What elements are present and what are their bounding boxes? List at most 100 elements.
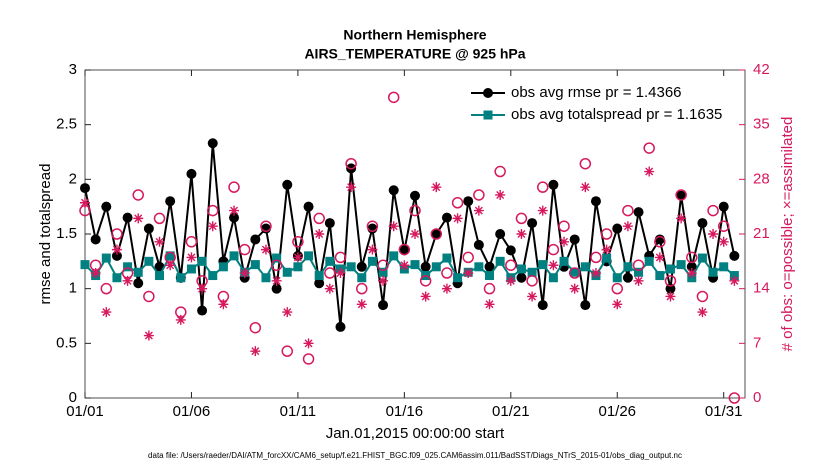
marker [208, 271, 218, 281]
marker [634, 267, 644, 277]
marker [527, 291, 538, 302]
marker [515, 212, 528, 225]
marker [580, 182, 591, 193]
marker [580, 300, 591, 311]
marker [356, 282, 368, 295]
y-tick-label: 1 [69, 280, 77, 297]
marker [665, 264, 675, 274]
marker [644, 256, 654, 266]
marker [473, 189, 485, 201]
marker [664, 275, 677, 287]
marker [90, 234, 101, 245]
marker [387, 91, 400, 104]
marker [356, 299, 367, 310]
marker [548, 179, 559, 190]
marker [378, 300, 389, 311]
marker [313, 212, 325, 225]
marker [473, 205, 484, 216]
marker [516, 264, 526, 274]
marker [495, 229, 506, 239]
y-tick-label: 1.5 [56, 225, 77, 242]
marker [346, 182, 357, 193]
marker [367, 223, 378, 234]
marker [569, 283, 580, 294]
marker [399, 245, 410, 256]
y-tick-label: 3 [69, 61, 77, 78]
marker [154, 236, 165, 247]
marker [409, 204, 421, 217]
marker [654, 236, 666, 248]
marker [538, 260, 548, 270]
x-tick-label: 01/26 [598, 403, 636, 420]
marker [143, 330, 154, 341]
marker [441, 212, 452, 223]
marker [516, 272, 527, 283]
marker [559, 256, 569, 266]
marker [346, 262, 356, 272]
y-axis-label: rmse and totalspread [37, 164, 54, 305]
marker [676, 213, 687, 224]
marker [144, 256, 154, 266]
marker [686, 261, 697, 272]
marker [325, 256, 335, 266]
marker [112, 273, 122, 283]
marker [398, 243, 411, 256]
marker [389, 251, 399, 261]
marker [345, 157, 357, 170]
legend-label: obs avg totalspread pr = 1.1635 [511, 106, 722, 123]
marker [676, 190, 687, 201]
y-tick-label: 0.5 [56, 334, 77, 351]
marker [133, 267, 143, 277]
marker [410, 190, 420, 201]
marker [654, 234, 665, 245]
marker [186, 168, 197, 179]
marker [526, 275, 538, 287]
marker [207, 138, 218, 149]
marker [442, 253, 452, 263]
marker [366, 220, 379, 232]
marker [717, 220, 730, 232]
marker [250, 346, 261, 357]
marker [601, 244, 612, 255]
marker [441, 283, 452, 294]
marker [483, 282, 496, 295]
marker [165, 260, 176, 271]
marker [473, 239, 484, 250]
marker [505, 245, 516, 256]
marker [378, 275, 389, 286]
marker [580, 262, 590, 272]
marker [707, 204, 719, 217]
marker [494, 165, 506, 178]
marker [484, 261, 495, 272]
x-tick-label: 01/16 [386, 403, 424, 420]
marker [238, 243, 251, 256]
marker [484, 299, 495, 310]
footer: data file: /Users/raeder/DAI/ATM_forcXX/… [148, 451, 682, 460]
marker [165, 251, 175, 261]
x-tick-label: 01/11 [280, 403, 316, 420]
legend [465, 78, 735, 130]
marker [314, 278, 325, 289]
marker [431, 182, 442, 193]
marker [505, 275, 516, 286]
marker [718, 201, 729, 212]
marker [101, 201, 112, 212]
marker [462, 251, 474, 264]
y2-tick-label: 28 [753, 170, 770, 187]
marker [600, 228, 613, 240]
y2-tick-label: 14 [753, 280, 770, 297]
marker [632, 259, 645, 271]
y-tick-label: 0 [69, 389, 77, 406]
marker [260, 223, 271, 234]
marker [612, 299, 623, 310]
marker [271, 275, 282, 286]
marker [452, 213, 463, 224]
marker [111, 228, 123, 240]
marker [495, 256, 505, 266]
marker [143, 290, 155, 303]
marker [272, 253, 282, 263]
marker [281, 345, 294, 357]
marker [697, 218, 708, 229]
marker [357, 273, 367, 283]
